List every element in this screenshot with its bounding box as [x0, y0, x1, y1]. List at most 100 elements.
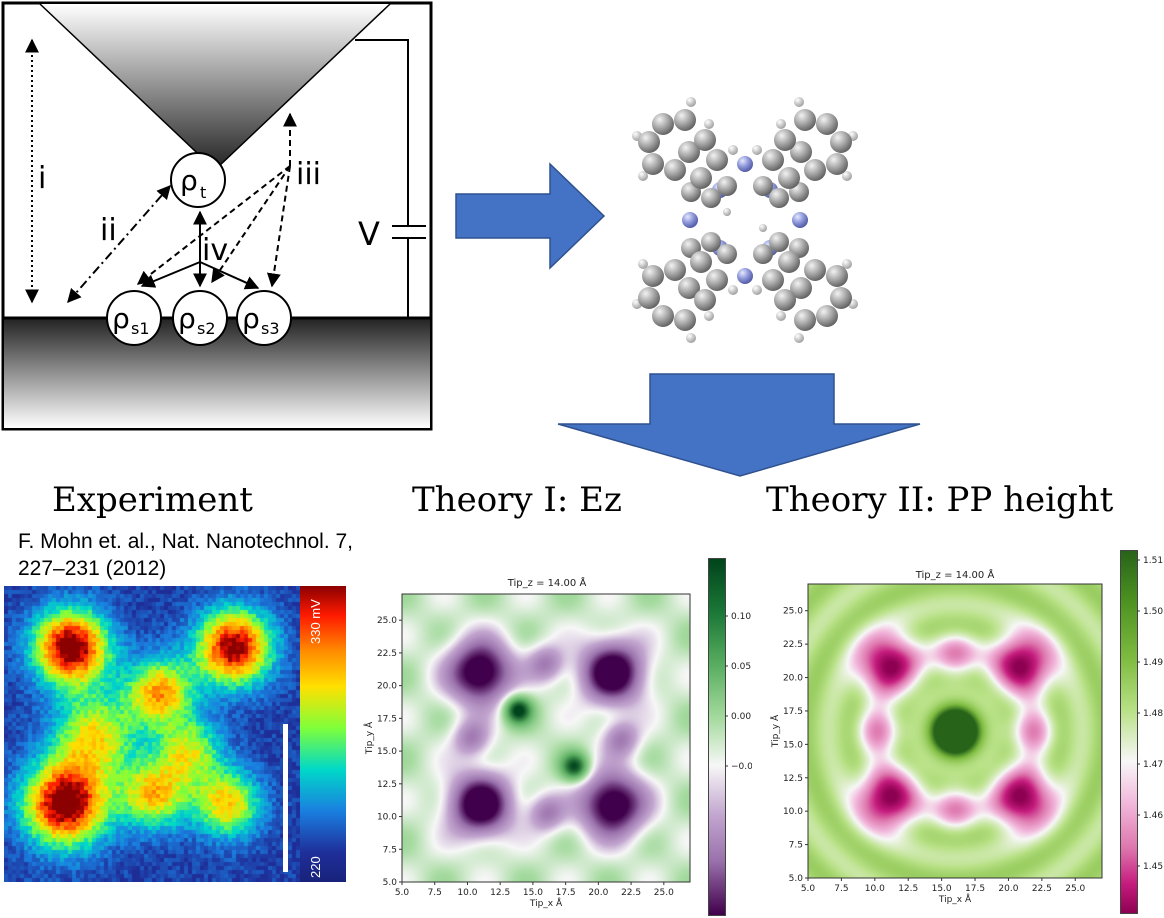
x-tick-label: 10.0 [457, 888, 477, 898]
colorbar-tick-label: 1.50 [1143, 607, 1163, 617]
rho-t-node: ρ t [170, 152, 226, 208]
plot1-axes: 5.0 7.5 10.0 12.5 15.0 17.5 20.0 22.5 25.0 5.0 7.5… [363, 593, 752, 909]
hydrogen-atom [723, 208, 731, 216]
y-tick-label: 7.5 [383, 845, 397, 855]
experiment-colorbar [300, 586, 346, 882]
scale-bar [283, 724, 288, 872]
tip-shape [40, 4, 390, 170]
y-tick-label: 20.0 [377, 682, 397, 692]
colorbar-tick-label: 0.05 [731, 662, 751, 672]
y-tick-label: 5.0 [383, 878, 398, 888]
carbon-atom [690, 167, 712, 189]
svg-text:s2: s2 [197, 319, 216, 338]
x-tick-label: 10.0 [865, 884, 885, 894]
carbon-atom [674, 109, 696, 131]
hydrogen-atom [728, 145, 738, 155]
carbon-atom [694, 129, 716, 151]
y-tick-label: 22.5 [377, 649, 397, 659]
hydrogen-atom [728, 285, 738, 295]
colorbar-top-label: 330 mV [308, 599, 323, 644]
x-tick-label: 12.5 [490, 888, 510, 898]
carbon-atom [804, 259, 826, 281]
x-tick-label: 22.5 [1032, 884, 1052, 894]
carbon-atom [674, 309, 696, 331]
carbon-atom [774, 129, 796, 151]
carbon-atom [826, 265, 848, 287]
y-tick-label: 12.5 [377, 780, 397, 790]
carbon-atom [678, 277, 700, 299]
hydrogen-atom [752, 285, 762, 295]
nitrogen-atom [682, 212, 698, 228]
label-ii: ii [100, 213, 117, 248]
carbon-atom [652, 113, 674, 135]
heading-theory-1: Theory I: Ez [412, 480, 622, 520]
nitrogen-atom [737, 156, 753, 172]
carbon-atom [769, 232, 789, 252]
y-tick-label: 10.0 [377, 813, 397, 823]
x-axis-label: Tip_x Å [529, 897, 563, 909]
experiment-image: 330 mV 220 [4, 586, 346, 882]
carbon-atom [790, 141, 812, 163]
label-iii: iii [296, 157, 321, 192]
carbon-atom [826, 153, 848, 175]
heading-experiment: Experiment [52, 480, 253, 520]
hydrogen-atom [842, 171, 852, 181]
svg-text:ρ: ρ [180, 164, 198, 197]
plot-frame [401, 593, 691, 883]
carbon-atom [664, 259, 686, 281]
label-iv: iv [202, 233, 228, 268]
nitrogen-atom [737, 268, 753, 284]
x-tick-label: 7.5 [834, 884, 848, 894]
x-tick-label: 7.5 [428, 888, 442, 898]
carbon-atom [753, 244, 773, 264]
experiment-map [4, 586, 300, 882]
svg-text:s3: s3 [261, 319, 280, 338]
y-tick-label: 15.0 [783, 740, 803, 750]
colorbar-tick-label: 1.51 [1143, 556, 1163, 566]
svg-text:ρ: ρ [242, 302, 260, 335]
plot-theory-1: Tip_z = 14.00 Å 5.0 7.5 10.0 12.5 15.0 17.5 20… [362, 550, 752, 918]
y-tick-label: 20.0 [783, 674, 803, 684]
y-axis-label: Tip_y Å [363, 721, 375, 755]
carbon-atom [678, 141, 700, 163]
plot-frame [807, 583, 1103, 879]
plot-theory-2: Tip_z = 14.00 Å 5.0 7.5 10.0 12.5 15.0 17.5 20… [770, 550, 1164, 918]
carbon-atom [830, 131, 852, 153]
plot2-axes: 5.0 7.5 10.0 12.5 15.0 17.5 20.0 22.5 25.0 5.0 7.5… [770, 556, 1163, 905]
citation-line-1: F. Mohn et. al., Nat. Nanotechnol. 7, [18, 530, 354, 553]
plot1-title: Tip_z = 14.00 Å [507, 578, 587, 589]
y-tick-label: 5.0 [789, 874, 804, 884]
citation-line-2: 227–231 (2012) [18, 557, 167, 580]
carbon-atom [804, 159, 826, 181]
molecule-structure [632, 97, 858, 343]
carbon-atom [830, 287, 852, 309]
x-tick-label: 5.0 [801, 884, 816, 894]
colorbar-tick-label: 1.46 [1143, 811, 1163, 821]
carbon-atom [701, 232, 721, 252]
x-tick-label: 12.5 [898, 884, 918, 894]
heading-theory-2: Theory II: PP height [766, 480, 1114, 520]
hydrogen-atom [794, 97, 804, 107]
plot1-colorbar [708, 558, 726, 916]
carbon-atom [701, 188, 721, 208]
hydrogen-atom [686, 97, 696, 107]
stm-schematic: V i ii iii iv ρ t ρ s1 ρ s2 ρ s3 [1, 1, 433, 431]
carbon-atom [762, 149, 784, 171]
y-tick-label: 15.0 [377, 747, 397, 757]
rho-s1-node: ρ s1 [106, 290, 162, 346]
hydrogen-atom [794, 333, 804, 343]
hydrogen-atom [759, 224, 767, 232]
right-arrow [455, 162, 606, 270]
carbon-atom [794, 309, 816, 331]
nitrogen-atom [792, 212, 808, 228]
colorbar-tick-label: 1.47 [1143, 760, 1163, 770]
y-tick-label: 25.0 [377, 616, 397, 626]
svg-text:t: t [200, 183, 206, 202]
y-tick-label: 7.5 [789, 841, 803, 851]
carbon-atom [706, 149, 728, 171]
x-tick-label: 15.0 [523, 888, 543, 898]
carbon-atom [762, 269, 784, 291]
hydrogen-atom [704, 119, 714, 129]
hydrogen-atom [842, 259, 852, 269]
carbon-atom [790, 277, 812, 299]
